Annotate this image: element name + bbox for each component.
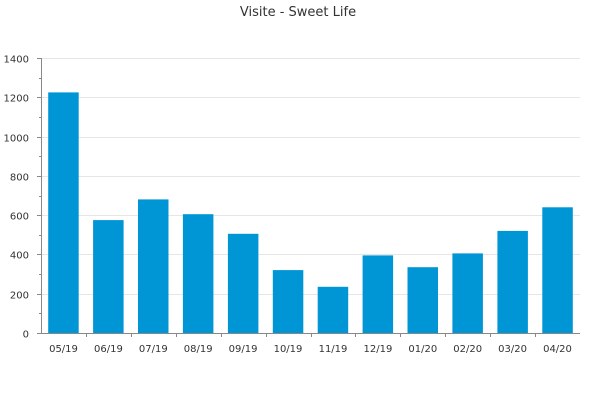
y-tick-label: 0: [23, 330, 29, 341]
y-tick-label: 400: [10, 251, 29, 262]
bar: [182, 214, 214, 333]
bar: [317, 286, 349, 333]
x-tick-label: 08/19: [184, 344, 213, 355]
y-tick-label: 200: [10, 291, 29, 302]
bar: [452, 253, 483, 333]
y-tick-label: 1000: [4, 134, 29, 145]
x-tick-label: 12/19: [363, 344, 392, 355]
bar: [542, 207, 573, 333]
x-tick-label: 06/19: [94, 344, 123, 355]
x-tick-label: 10/19: [274, 344, 303, 355]
x-tick-label: 11/19: [319, 344, 348, 355]
x-tick-label: 04/20: [543, 344, 572, 355]
y-tick-label: 1400: [4, 55, 29, 66]
x-tick-label: 07/19: [139, 344, 168, 355]
x-tick-label: 03/20: [498, 344, 527, 355]
bar: [272, 270, 304, 333]
y-tick-label: 600: [10, 212, 29, 223]
bar: [362, 255, 394, 333]
bar: [497, 230, 528, 333]
bars: [48, 92, 573, 334]
x-tick-label: 02/20: [453, 344, 482, 355]
tick-labels: 0 200 400 600 800 1000 1200 1400 05/19 06/19 07/19…: [4, 55, 572, 356]
x-tick-label: 01/20: [408, 344, 437, 355]
grid-lines: [41, 58, 580, 295]
bar: [93, 220, 124, 333]
y-tick-label: 1200: [4, 94, 29, 105]
bar: [227, 233, 259, 333]
y-tick-label: 800: [10, 173, 29, 184]
bar: [48, 92, 79, 334]
x-tick-label: 09/19: [229, 344, 258, 355]
bar: [407, 267, 438, 333]
chart-title: Visite - Sweet Life: [240, 5, 356, 20]
bar: [138, 199, 169, 333]
axes: [37, 58, 580, 337]
x-tick-label: 05/19: [49, 344, 78, 355]
